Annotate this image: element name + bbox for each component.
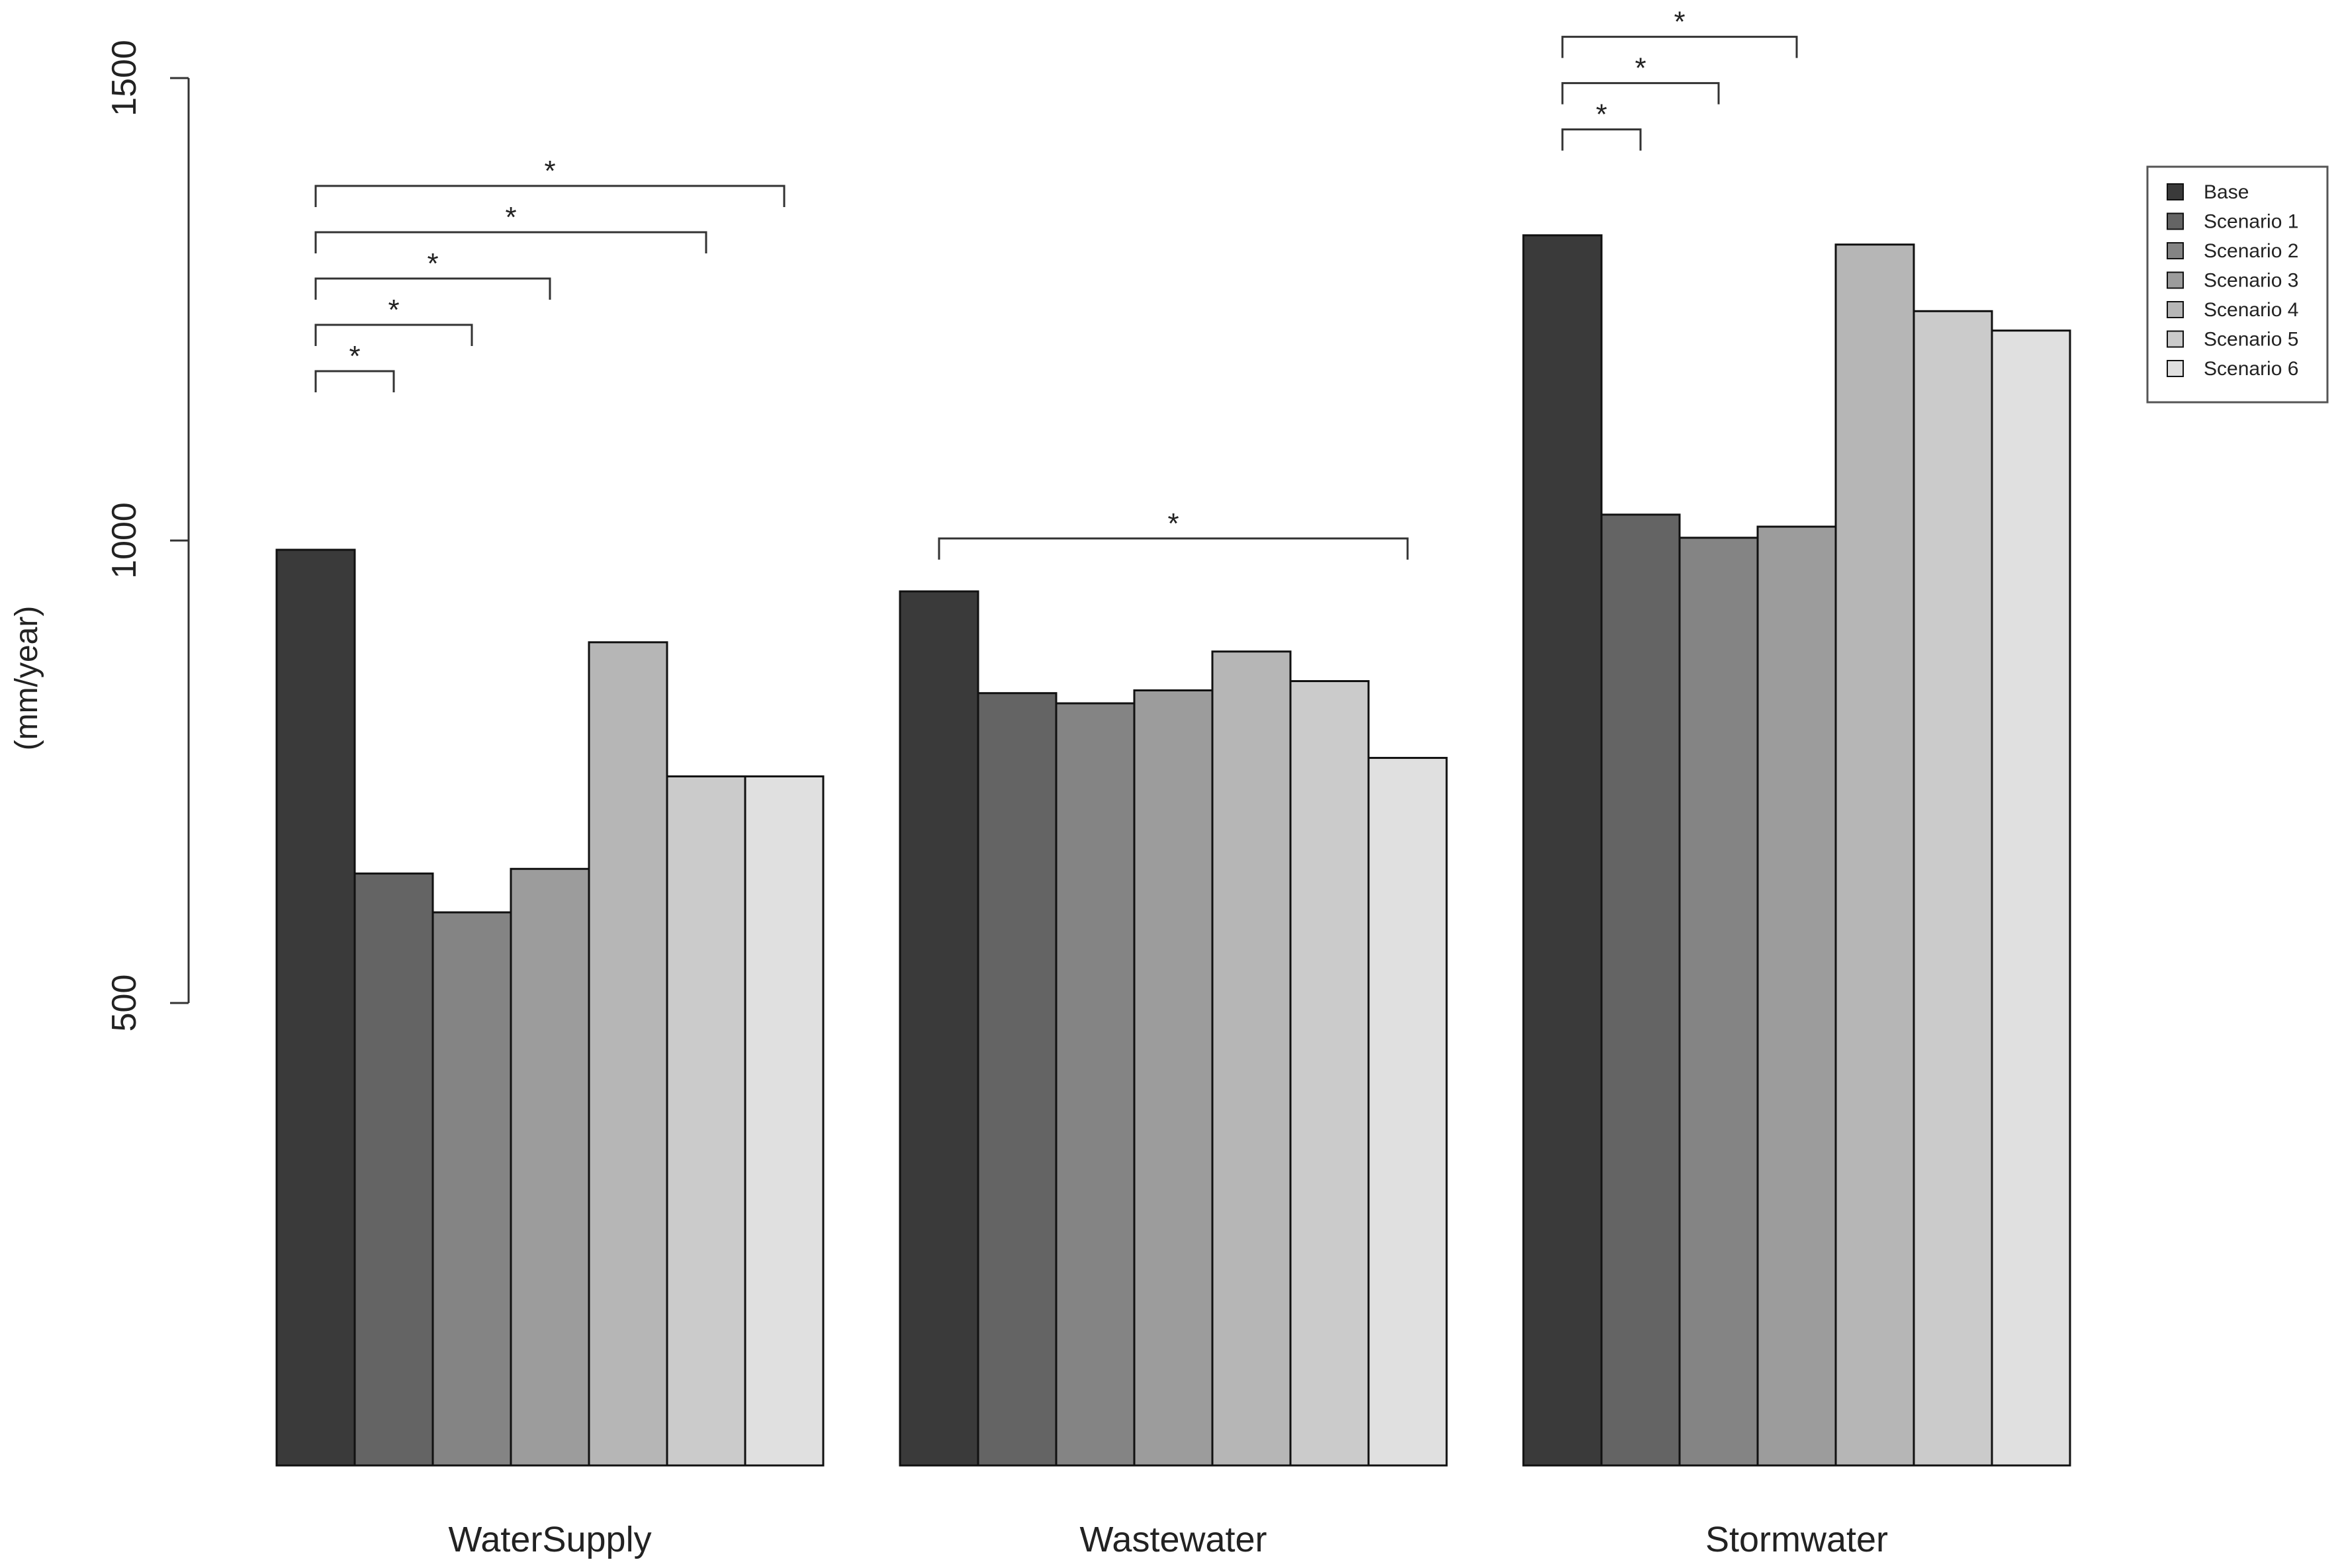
significance-bracket: [314, 324, 473, 346]
legend-label-base: Base: [2204, 181, 2249, 203]
bar-watersupply-scenario-5: [666, 775, 746, 1467]
bar-stormwater-scenario-6: [1991, 329, 2071, 1467]
significance-bracket: [1561, 36, 1798, 58]
y-tick-label-1500: 1500: [105, 40, 144, 116]
significance-star: *: [1596, 99, 1607, 131]
bar-wastewater-scenario-6: [1367, 757, 1448, 1467]
bar-watersupply-scenario-4: [588, 641, 668, 1467]
bar-stormwater-scenario-4: [1834, 243, 1915, 1467]
bar-stormwater-base: [1522, 234, 1603, 1467]
legend-label-scenario-6: Scenario 6: [2204, 358, 2298, 380]
bar-wastewater-scenario-2: [1055, 702, 1136, 1467]
legend-swatch-scenario-1: [2167, 212, 2184, 230]
significance-bracket: [314, 185, 786, 207]
significance-bracket: [1561, 82, 1720, 105]
bars-layer: [275, 234, 2071, 1467]
legend-swatch-scenario-3: [2167, 271, 2184, 289]
legend-label-scenario-1: Scenario 1: [2204, 211, 2298, 233]
significance-star: *: [544, 155, 555, 187]
y-axis-label: (mm/year): [9, 606, 44, 751]
significance-star: *: [349, 340, 360, 372]
legend-swatch-scenario-5: [2167, 330, 2184, 348]
y-tick-label-500: 500: [105, 975, 144, 1032]
y-axis: 500 1000 1500: [105, 40, 190, 1032]
bar-watersupply-scenario-1: [353, 872, 434, 1467]
legend-swatch-scenario-4: [2167, 301, 2184, 318]
legend-swatch-scenario-6: [2167, 360, 2184, 377]
bar-wastewater-scenario-1: [977, 692, 1058, 1467]
legend: Base Scenario 1 Scenario 2 Scenario 3 Scenar…: [2146, 165, 2329, 404]
significance-bracket: [938, 537, 1409, 560]
legend-label-scenario-2: Scenario 2: [2204, 240, 2298, 262]
category-label-stormwater: Stormwater: [1705, 1520, 1888, 1559]
legend-label-scenario-4: Scenario 4: [2204, 299, 2298, 321]
significance-star: *: [388, 294, 399, 326]
significance-bracket: [1561, 128, 1642, 151]
significance-bracket: [314, 370, 395, 392]
significance-brackets: * * * * * * * * *: [314, 6, 1798, 560]
bar-watersupply-scenario-6: [744, 775, 825, 1467]
legend-swatch-base: [2167, 183, 2184, 200]
significance-bracket: [314, 231, 707, 253]
significance-star: *: [1167, 507, 1179, 540]
category-label-watersupply: WaterSupply: [448, 1520, 651, 1559]
bar-stormwater-scenario-3: [1756, 525, 1837, 1467]
bar-wastewater-scenario-4: [1211, 650, 1292, 1467]
bar-watersupply-scenario-2: [431, 911, 512, 1467]
legend-label-scenario-3: Scenario 3: [2204, 270, 2298, 292]
bar-watersupply-scenario-3: [510, 867, 590, 1467]
bar-stormwater-scenario-1: [1600, 513, 1681, 1467]
significance-star: *: [1674, 6, 1685, 38]
legend-swatch-scenario-2: [2167, 242, 2184, 259]
category-label-wastewater: Wastewater: [1079, 1520, 1267, 1559]
y-tick-label-1000: 1000: [105, 502, 144, 579]
bar-wastewater-scenario-3: [1133, 689, 1214, 1467]
significance-star: *: [1635, 52, 1646, 85]
legend-label-scenario-5: Scenario 5: [2204, 329, 2298, 351]
bar-watersupply-base: [275, 548, 356, 1467]
bar-wastewater-base: [899, 590, 979, 1467]
bar-wastewater-scenario-5: [1289, 679, 1370, 1467]
category-labels: WaterSupply Wastewater Stormwater: [448, 1520, 1888, 1559]
significance-star: *: [427, 247, 438, 280]
significance-star: *: [505, 201, 516, 234]
significance-bracket: [314, 277, 551, 300]
bar-stormwater-scenario-2: [1678, 537, 1759, 1467]
bar-stormwater-scenario-5: [1913, 310, 1993, 1467]
